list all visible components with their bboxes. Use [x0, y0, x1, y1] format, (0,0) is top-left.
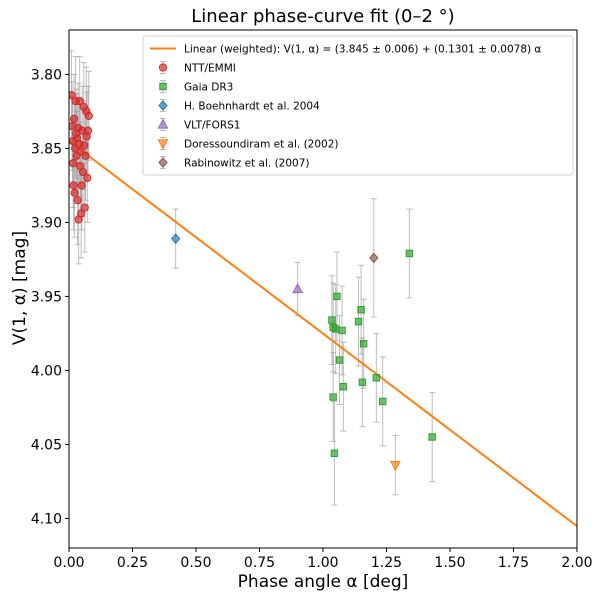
data-point [77, 209, 86, 218]
legend: Linear (weighted): V(1, α) = (3.845 ± 0.… [142, 35, 574, 176]
legend-marker [158, 63, 168, 72]
legend-entry-label: VLT/FORS1 [184, 120, 240, 132]
data-point [372, 374, 381, 382]
data-point [84, 111, 93, 120]
legend-box [142, 35, 574, 176]
fit-line [69, 140, 577, 527]
legend-entry-label: NTT/EMMI [184, 63, 236, 75]
data-point [292, 282, 304, 294]
data-point [69, 114, 79, 123]
data-point [354, 317, 363, 326]
data-point [357, 306, 365, 314]
data-point [339, 382, 348, 391]
data-point [171, 233, 181, 245]
legend-marker [158, 157, 168, 168]
y-tick-label: 3.80 [31, 67, 62, 83]
data-point [69, 181, 78, 190]
x-tick-label: 0.50 [180, 555, 211, 571]
y-tick-label: 4.00 [31, 363, 62, 379]
legend-entry-label: Rabinowitz et al. (2007) [184, 158, 310, 170]
y-tick-label: 4.05 [31, 437, 62, 453]
data-point [359, 340, 368, 348]
legend-marker [159, 82, 167, 91]
data-point [83, 173, 92, 183]
x-tick-label: 1.75 [498, 555, 529, 571]
y-tick-label: 3.90 [31, 215, 62, 231]
data-point [428, 433, 436, 441]
plot-area: 0.00 0.25 0.50 0.75 1.00 1.25 1.50 1.75 2.00 3.80… [31, 29, 593, 571]
data-point [69, 159, 78, 168]
data-point [329, 393, 337, 401]
data-point [77, 181, 86, 190]
x-tick-label: 1.00 [307, 555, 338, 571]
y-tick-label: 3.85 [31, 141, 62, 157]
data-point [328, 316, 336, 324]
legend-marker [157, 118, 169, 129]
data-point [70, 188, 79, 197]
data-point [358, 378, 367, 386]
chart-title: Linear phase-curve fit (0–2 °) [191, 6, 454, 27]
x-tick-label: 2.00 [561, 555, 592, 571]
legend-marker [157, 139, 169, 150]
x-tick-label: 0.25 [117, 555, 148, 571]
data-point [73, 196, 82, 205]
legend-marker [158, 100, 168, 111]
data-point [332, 325, 340, 333]
y-tick-label: 4.10 [31, 511, 62, 527]
legend-entry-label: Gaia DR3 [184, 82, 233, 94]
data-point [81, 151, 90, 160]
legend-entry-label: H. Boehnhardt et al. 2004 [184, 101, 320, 113]
x-axis-title: Phase angle α [deg] [238, 572, 409, 592]
x-tick-label: 0.75 [244, 555, 275, 571]
x-tick-label: 1.50 [434, 555, 465, 571]
data-point [338, 326, 346, 335]
data-point [69, 91, 76, 100]
data-point [335, 356, 344, 364]
data-point [80, 141, 89, 150]
data-point [378, 397, 387, 406]
data-point [389, 461, 401, 472]
x-tick-label: 0.00 [53, 555, 84, 571]
plot-inner [69, 50, 577, 527]
data-point [75, 96, 84, 106]
data-point [330, 449, 339, 457]
data-point [80, 203, 89, 212]
data-point [405, 249, 414, 258]
data-point [78, 167, 88, 177]
data-point [333, 292, 341, 301]
data-point [83, 126, 93, 135]
data-point [369, 252, 379, 264]
legend-fit-label: Linear (weighted): V(1, α) = (3.845 ± 0.… [184, 44, 541, 56]
y-axis-title: V(1, α) [mag] [10, 231, 30, 345]
legend-entry-label: Doressoundiram et al. (2002) [184, 139, 339, 151]
x-tick-label: 1.25 [371, 555, 402, 571]
y-tick-label: 3.95 [31, 289, 62, 305]
